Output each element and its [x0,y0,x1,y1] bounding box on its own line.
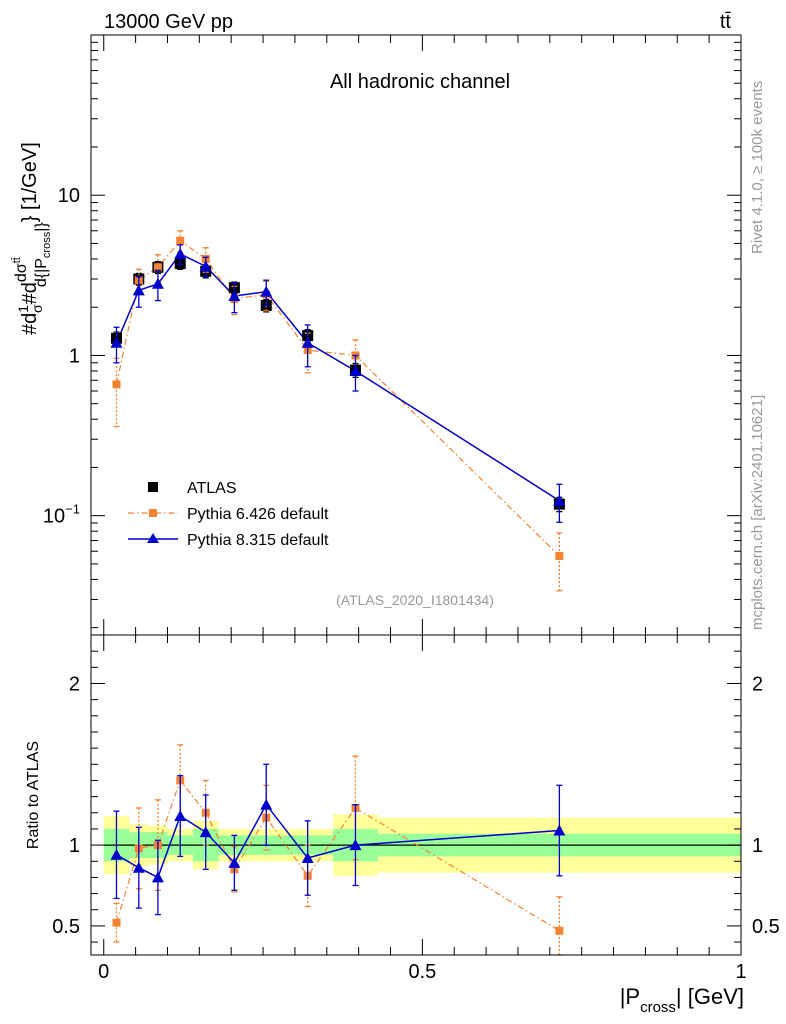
x-tick-label: 0.5 [408,961,436,983]
ratio-pythia8-point [151,871,164,883]
svg-text:mcplots.cern.ch [arXiv:2401.10: mcplots.cern.ch [arXiv:2401.10621] [749,395,766,630]
ratio-y-axis-title: Ratio to ATLAS [25,741,42,849]
ratio-pythia6-point [112,918,121,927]
legend-marker-pythia6 [149,509,157,517]
x-tick-label: 1 [735,961,746,983]
ratio-pythia8-point [110,848,123,860]
pythia8-point [132,284,145,296]
ratio-plot-area [103,744,741,956]
ratio-pythia8-point [301,852,314,864]
ratio-line-pythia8 [116,803,560,879]
ratio-pythia8-point [228,856,241,868]
series-line-pythia8 [115,253,560,502]
pythia8-point [228,289,241,301]
ratio-y-tick-label-right: 1 [752,835,763,857]
ratio-pythia8-point [553,824,566,836]
channel-label: All hadronic channel [330,71,510,93]
ratio-pythia8-point [174,810,187,822]
ratio-panel: 0.5 0.5 1 1 2 2 0 0.5 1 Ratio to ATLAS |Pcross| … [25,634,780,1016]
pythia6-point [112,380,121,389]
main-y-tick-label: 10 [58,185,80,207]
svg-text:Rivet 4.1.0, ≥ 100k events: Rivet 4.1.0, ≥ 100k events [749,81,766,254]
svg-text:Ratio to ATLAS: Ratio to ATLAS [25,741,42,849]
legend-entry-atlas: ATLAS [187,480,237,497]
side-label-mcplots: mcplots.cern.ch [arXiv:2401.10621] [749,395,766,630]
pythia6-point [153,263,162,272]
legend-marker-pythia8 [147,533,159,543]
ratio-pythia6-point [555,926,564,935]
ratio-y-tick-label: 1 [69,835,80,857]
pythia8-point [110,336,123,348]
legend: ATLAS Pythia 6.426 default Pythia 8.315 … [128,480,329,549]
main-y-tick-label: 10−1 [43,502,80,528]
series-line-pythia6 [115,239,560,557]
ratio-y-tick-label-right: 0.5 [752,916,780,938]
ratio-axes: 0.5 0.5 1 1 2 2 0 0.5 1 [52,635,780,983]
main-y-tick-label: 1 [69,345,80,367]
x-axis-title: |Pcross| [GeV] [620,984,744,1016]
main-plot-area [110,230,566,592]
svg-text:#d1σ#ddσtt̄d{|Pcross|}} [1/GeV: #d1σ#ddσtt̄ d{|Pcross|}} [1/GeV] [11,142,53,335]
main-axes: 10 1 10−1 [43,35,742,635]
pythia8-point [301,336,314,348]
side-label-rivet: Rivet 4.1.0, ≥ 100k events [749,81,766,254]
ratio-y-tick-label: 2 [69,673,80,695]
ratio-pythia8-point [349,839,362,851]
ratio-pythia8-point [132,861,145,873]
pythia6-point [555,552,564,561]
watermark: (ATLAS_2020_I1801434) [336,592,494,608]
pythia8-point [174,247,187,259]
ratio-frame [90,634,742,956]
legend-marker-atlas [148,482,158,492]
ratio-pythia8-point [260,798,273,810]
pythia8-point [199,260,212,272]
main-panel: 10 1 10−1 All hadronic channel (ATLAS_2020… [11,34,742,636]
ratio-y-tick-label-right: 2 [752,673,763,695]
pythia8-point [553,494,566,506]
energy-label: 13000 GeV pp [104,11,233,33]
pythia8-point [349,364,362,376]
pythia8-point [260,285,273,297]
process-label: tt̄ [720,11,732,33]
ratio-pythia8-point [199,826,212,838]
pythia8-point [151,277,164,289]
x-tick-label: 0 [98,961,109,983]
pythia6-point [176,236,185,245]
ratio-y-tick-label: 0.5 [52,916,80,938]
main-y-axis-title: #d1σ#ddσtt̄ d{|Pcross|}} [1/GeV] [11,142,53,335]
legend-entry-pythia6: Pythia 6.426 default [187,506,329,523]
legend-entry-pythia8: Pythia 8.315 default [187,532,329,549]
